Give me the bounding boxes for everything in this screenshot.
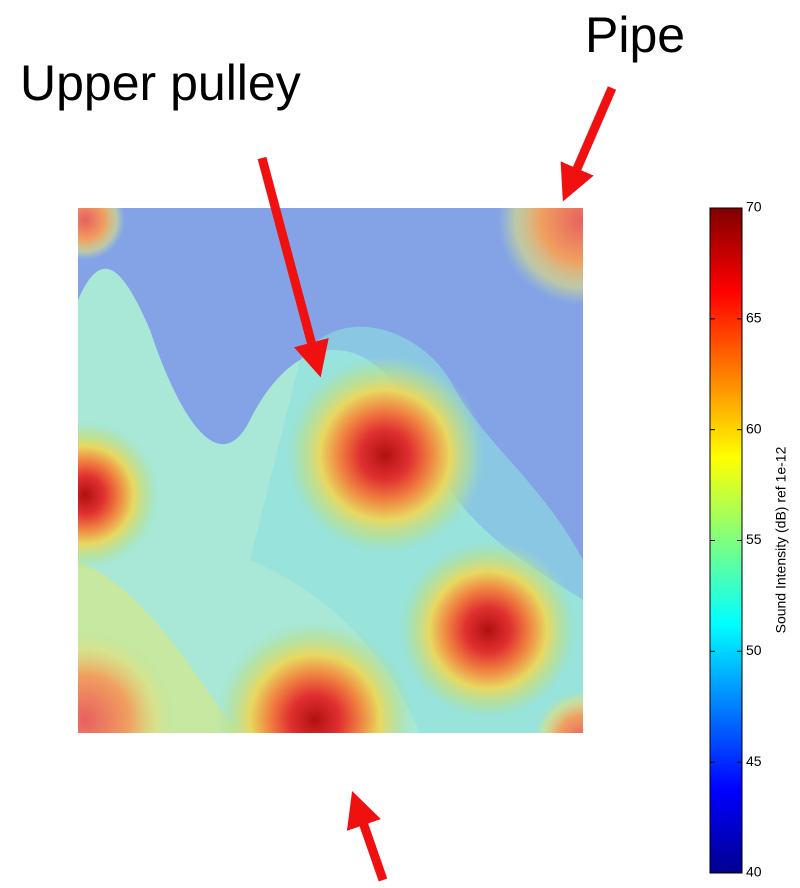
heatmap-image (78, 208, 583, 733)
annotation: Pipe (585, 7, 685, 63)
tick-label: 50 (746, 642, 762, 658)
tick-label: 60 (746, 420, 762, 436)
tick-label: 45 (746, 753, 762, 769)
annotation: Upper pulley (20, 55, 301, 111)
colorbar-label: Sound Intensity (dB) ref 1e-12 (773, 446, 789, 633)
arrow (257, 156, 329, 378)
tick-label: 40 (746, 864, 762, 880)
tick-label: 65 (746, 310, 762, 326)
tick-label: 70 (746, 199, 762, 215)
arrows (257, 86, 617, 882)
colorbar (709, 207, 743, 874)
arrow (346, 790, 388, 882)
arrow (560, 86, 617, 202)
tick-label: 55 (746, 531, 762, 547)
